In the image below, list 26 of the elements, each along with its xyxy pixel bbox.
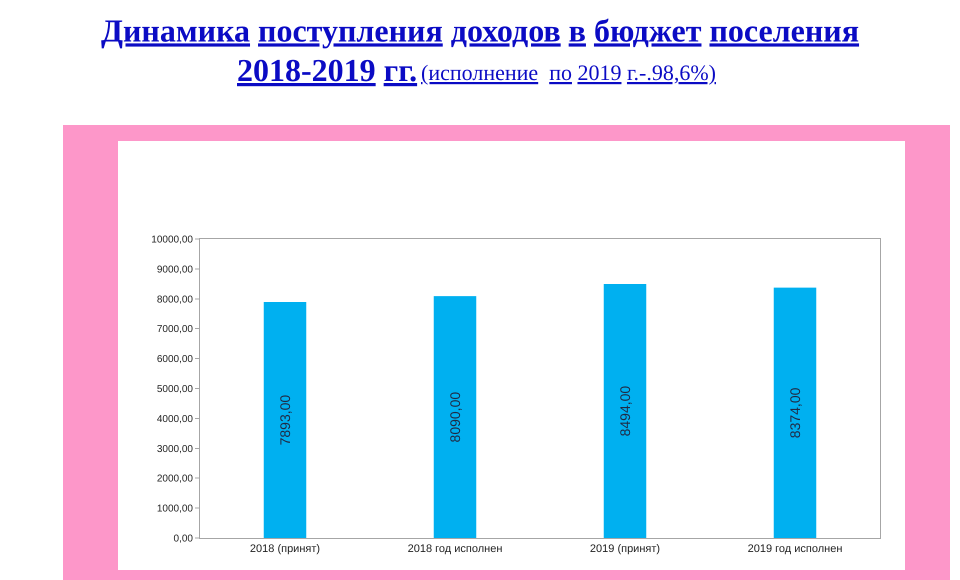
- chart-title: Динамика поступления доходов в бюджет поселения: [100, 12, 860, 48]
- y-tick-label: 5000,00: [156, 384, 194, 395]
- y-tick-label: 1000,00: [156, 504, 194, 515]
- text: (исполнение по 2019 г.-.98,6%): [421, 60, 716, 85]
- y-tick-label: 10000,00: [151, 234, 194, 246]
- x-tick-label: 2019 год исполнен: [748, 543, 842, 556]
- y-tick-label: 6000,00: [156, 354, 194, 366]
- bar: [264, 302, 306, 538]
- y-tick-label: 8000,00: [156, 294, 194, 306]
- bar: [604, 284, 646, 538]
- bar: [774, 288, 816, 538]
- y-tick-label: 0,00: [174, 534, 194, 544]
- y-tick-label: 7000,00: [156, 324, 194, 336]
- y-tick-label: 9000,00: [156, 264, 194, 276]
- x-tick-label: 2018 год исполнен: [408, 543, 502, 556]
- y-tick-label: 3000,00: [156, 444, 194, 455]
- x-tick-label: 2018 (принят): [250, 543, 320, 556]
- x-tick-label: 2019 (принят): [590, 543, 660, 556]
- data-label: 8374,00: [787, 387, 803, 438]
- data-label: 7893,00: [277, 394, 293, 446]
- data-label: 8090,00: [447, 392, 463, 442]
- y-tick-label: 2000,00: [156, 474, 194, 485]
- bar: [434, 296, 476, 538]
- data-label: 8494,00: [617, 386, 633, 436]
- chart-subtitle: 2018-2019 гг.: [237, 52, 418, 88]
- y-tick-label: 4000,00: [156, 414, 194, 425]
